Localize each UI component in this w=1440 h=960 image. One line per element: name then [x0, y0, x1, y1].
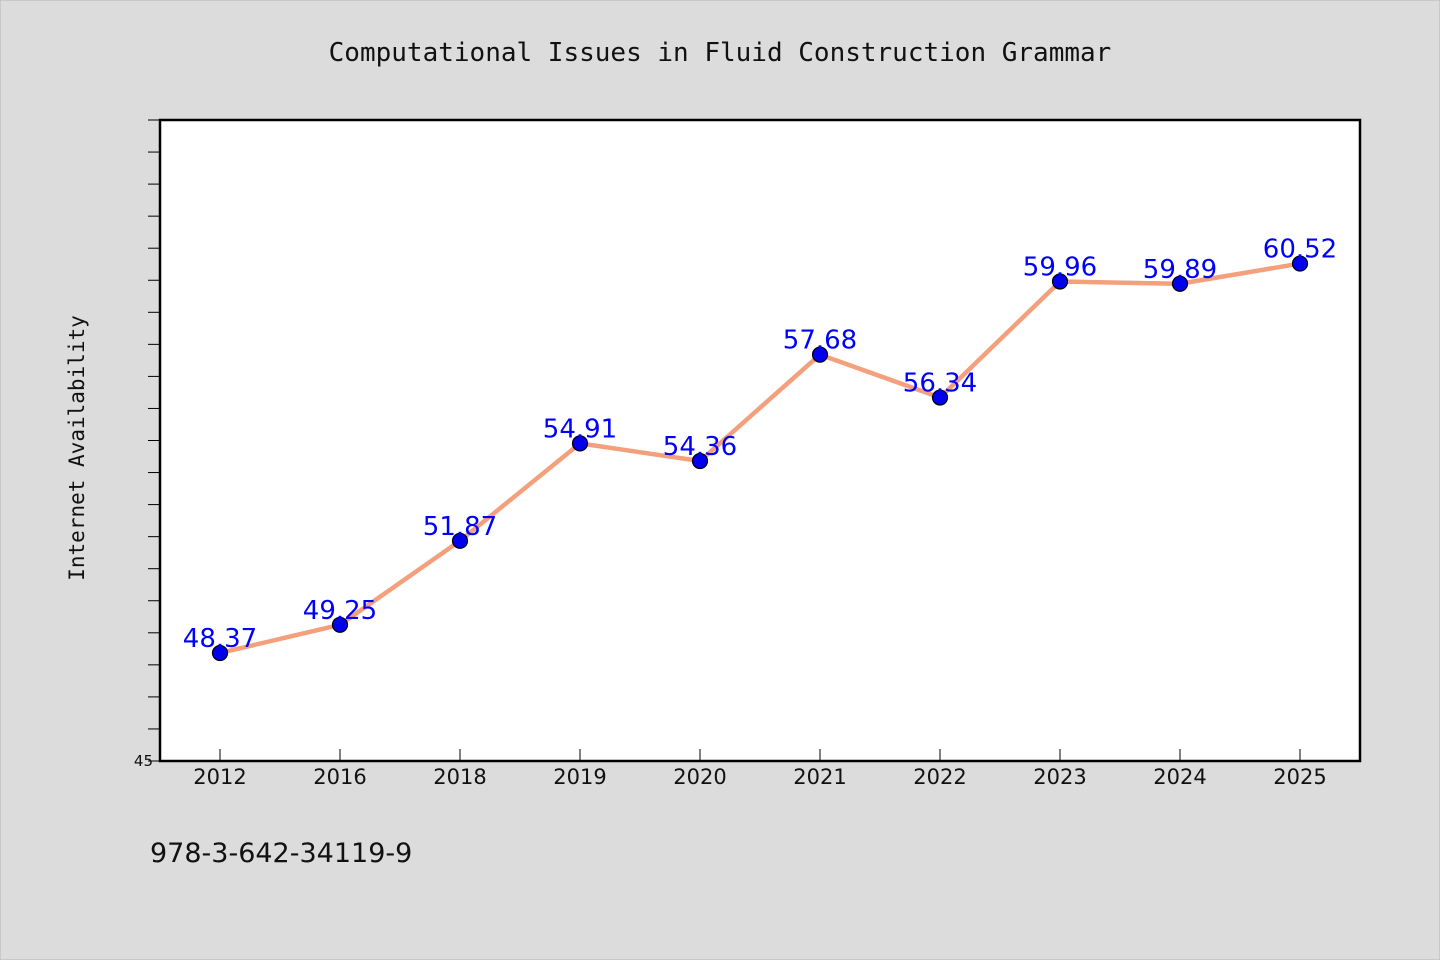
data-label: 59.89: [1143, 255, 1217, 285]
data-label: 56.34: [903, 369, 977, 399]
footer-isbn: 978-3-642-34119-9: [150, 838, 412, 869]
data-labels: 48.37 49.25 51.87 54.91 54.36 57.68 56.34 59.96…: [183, 235, 1337, 654]
x-tick-label: 2019: [553, 765, 606, 789]
data-label: 59.96: [1023, 253, 1097, 283]
y-axis-ticks: [148, 119, 160, 762]
data-label: 51.87: [423, 512, 497, 542]
series-line: [217, 261, 1303, 656]
data-point: [571, 435, 589, 452]
x-tick-label: 2024: [1153, 765, 1206, 789]
data-point: [1171, 275, 1189, 292]
y-tick-label-45: 45: [134, 752, 153, 770]
data-point: [811, 346, 829, 363]
x-tick-label: 2012: [193, 765, 246, 789]
plot-area: [158, 118, 1362, 763]
data-points: [211, 255, 1309, 662]
data-point: [211, 644, 229, 662]
y-axis-label: Internet Availability: [65, 315, 89, 581]
x-tick-label: 2025: [1273, 765, 1326, 789]
data-point: [691, 452, 709, 470]
data-point: [451, 532, 469, 549]
data-label: 60.52: [1263, 235, 1337, 265]
x-tick-label: 2016: [313, 765, 366, 789]
chart-title: Computational Issues in Fluid Constructi…: [329, 38, 1112, 68]
data-label: 48.37: [183, 624, 257, 654]
x-tick-label: 2018: [433, 765, 486, 789]
data-point: [331, 616, 349, 633]
data-point: [1051, 273, 1069, 290]
data-point: [1291, 255, 1309, 272]
x-axis-ticks: 2012 2016 2018 2019 2020 2021 2022 2023 2024 2025: [193, 749, 1327, 789]
x-tick-label: 2020: [673, 765, 726, 789]
data-label: 54.36: [663, 432, 737, 462]
data-label: 54.91: [543, 414, 617, 444]
x-tick-label: 2023: [1033, 765, 1086, 789]
x-tick-label: 2022: [913, 765, 966, 789]
data-point: [931, 389, 949, 406]
x-tick-label: 2021: [793, 765, 846, 789]
data-label: 49.25: [303, 596, 377, 626]
data-label: 57.68: [783, 326, 857, 356]
